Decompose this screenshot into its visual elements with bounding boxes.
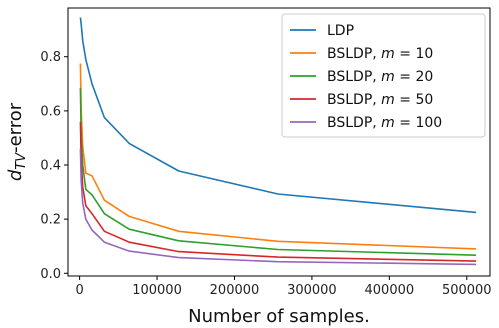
y-tick-label: 0.0 bbox=[40, 267, 61, 282]
legend-entry-m-value: = 10 bbox=[395, 46, 433, 62]
y-tick-label: 0.4 bbox=[40, 159, 61, 174]
legend-entry-m-symbol: m bbox=[381, 69, 395, 85]
legend-entry-0: LDP bbox=[327, 23, 354, 39]
legend-entry-m-value: = 50 bbox=[395, 92, 433, 108]
y-tick-label: 0.2 bbox=[40, 213, 61, 228]
y-axis-label-suffix: -error bbox=[5, 102, 26, 153]
legend-entry-4: BSLDP, m = 100 bbox=[327, 115, 442, 131]
series-line-0 bbox=[79, 17, 477, 214]
legend-entry-1: BSLDP, m = 10 bbox=[327, 46, 433, 62]
x-tick-label: 100000 bbox=[132, 283, 182, 298]
y-axis-label: dTV-error bbox=[5, 102, 29, 181]
series-line-1 bbox=[79, 63, 477, 250]
plot-frame bbox=[67, 7, 491, 277]
x-axis-label: Number of samples. bbox=[188, 306, 370, 327]
legend-entry-prefix: BSLDP, bbox=[327, 115, 381, 131]
x-tick-label: 200000 bbox=[210, 283, 260, 298]
series-line-4 bbox=[79, 148, 477, 266]
y-axis-label-main: d bbox=[5, 169, 26, 181]
legend-entry-m-value: = 100 bbox=[395, 115, 442, 131]
y-tick-label: 0.8 bbox=[40, 50, 61, 65]
x-tick-label: 300000 bbox=[287, 283, 337, 298]
y-axis-label-sub: TV bbox=[14, 152, 29, 170]
ticks-layer: 0 100000 200000 300000 400000 500000 0.0 0.2 0.4… bbox=[40, 50, 491, 298]
legend-entry-prefix: BSLDP, bbox=[327, 46, 381, 62]
legend-entry-m-value: = 20 bbox=[395, 69, 433, 85]
legend-entry-m-symbol: m bbox=[381, 46, 395, 62]
legend-entry-prefix: BSLDP, bbox=[327, 69, 381, 85]
series-line-2 bbox=[79, 87, 477, 256]
legend-entry-2: BSLDP, m = 20 bbox=[327, 69, 433, 85]
legend-entry-prefix: LDP bbox=[327, 23, 354, 39]
series-layer bbox=[79, 17, 477, 266]
series-line-3 bbox=[79, 121, 477, 262]
x-tick-label: 500000 bbox=[442, 283, 492, 298]
legend-entry-m-symbol: m bbox=[381, 92, 395, 108]
legend-entry-3: BSLDP, m = 50 bbox=[327, 92, 433, 108]
y-tick-label: 0.6 bbox=[40, 104, 61, 119]
x-tick-label: 0 bbox=[75, 283, 83, 298]
x-tick-label: 400000 bbox=[365, 283, 415, 298]
legend-box bbox=[281, 13, 486, 138]
legend-entry-prefix: BSLDP, bbox=[327, 92, 381, 108]
legend-entry-m-symbol: m bbox=[381, 115, 395, 131]
